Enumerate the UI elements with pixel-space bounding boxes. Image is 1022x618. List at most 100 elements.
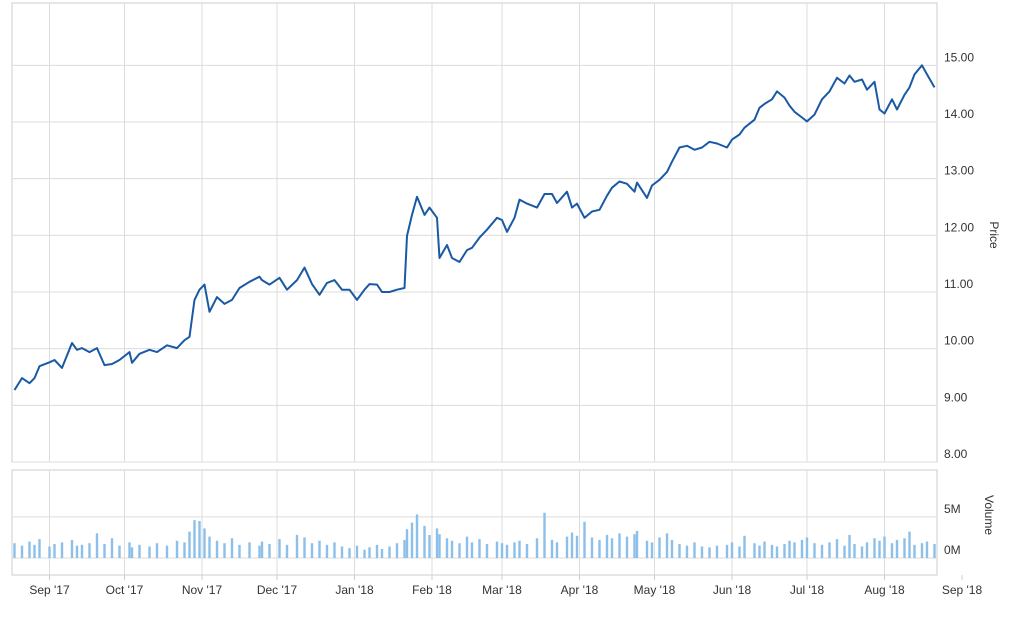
y-axis-label: Price: [987, 221, 1001, 249]
volume-bar: [423, 525, 426, 558]
volume-bar: [193, 520, 196, 558]
volume-bar: [555, 542, 559, 558]
volume-bar: [518, 540, 521, 558]
volume-bar: [318, 540, 321, 558]
volume-bar: [665, 533, 669, 558]
volume-bar: [165, 545, 169, 558]
volume-bar: [743, 535, 746, 558]
volume-bar: [388, 546, 391, 558]
volume-bar: [650, 542, 654, 558]
volume-bar: [118, 545, 121, 558]
y-tick-label: 13.00: [944, 164, 974, 178]
x-tick-label: Aug '18: [864, 583, 905, 597]
volume-bar: [325, 544, 329, 558]
volume-bar: [658, 537, 661, 558]
y-tick-label: 11.00: [944, 277, 973, 291]
volume-bar: [303, 537, 306, 558]
volume-bar: [903, 538, 906, 558]
volume-bar: [550, 539, 554, 558]
volume-bar: [700, 546, 704, 558]
y-tick-label: 14.00: [944, 107, 974, 121]
x-tick-label: Sep '18: [942, 583, 983, 597]
volume-bar: [340, 546, 344, 558]
volume-bar: [33, 544, 36, 558]
volume-bar: [348, 548, 351, 558]
volume-bar: [435, 528, 439, 558]
y-tick-label: 9.00: [944, 390, 968, 404]
volume-bar: [730, 542, 734, 558]
volume-bar: [805, 537, 809, 558]
volume-bar: [183, 542, 186, 558]
volume-bar: [363, 549, 366, 558]
volume-bar: [853, 544, 856, 558]
volume-bar: [920, 543, 924, 558]
volume-bar: [155, 543, 159, 558]
volume-bar: [788, 540, 791, 558]
volume-bar: [405, 529, 409, 558]
volume-bar: [223, 543, 226, 558]
volume-bar: [310, 543, 314, 558]
volume-bar: [495, 541, 499, 558]
volume-bar: [95, 533, 99, 558]
volume-bar: [835, 539, 839, 558]
volume-bar: [828, 542, 831, 558]
volume-bar: [908, 531, 911, 558]
x-tick-label: Jan '18: [335, 583, 374, 597]
volume-bar: [860, 546, 864, 558]
volume-bar: [878, 540, 881, 558]
volume-bar: [410, 522, 414, 558]
x-tick-label: Jun '18: [713, 583, 752, 597]
volume-bar: [355, 545, 359, 558]
volume-bar: [28, 541, 31, 558]
x-tick-label: May '18: [634, 583, 676, 597]
volume-bar: [110, 538, 114, 558]
volume-bar: [758, 545, 761, 558]
volume-bar: [793, 542, 796, 558]
volume-bar: [820, 544, 824, 558]
volume-bar: [590, 537, 594, 558]
volume-bar: [583, 521, 586, 558]
y-tick-label: 12.00: [944, 220, 974, 234]
volume-bar: [238, 544, 241, 558]
x-tick-label: Oct '17: [106, 583, 144, 597]
volume-bar: [258, 545, 261, 558]
volume-bar: [813, 543, 816, 558]
volume-bar: [208, 536, 211, 558]
volume-bar: [800, 539, 804, 558]
volume-bar: [295, 534, 299, 558]
volume-bar: [80, 544, 84, 558]
volume-bar: [890, 543, 894, 558]
volume-bar: [478, 539, 481, 558]
volume-bar: [75, 545, 79, 558]
volume-bar: [465, 536, 469, 558]
volume-bar: [565, 536, 569, 558]
volume-bar: [485, 544, 489, 558]
y-tick-label: 15.00: [944, 50, 974, 64]
volume-bar: [618, 533, 621, 558]
volume-bar: [513, 542, 516, 558]
volume-bar: [678, 544, 681, 558]
volume-bar: [285, 544, 289, 558]
volume-bar: [633, 534, 636, 558]
volume-bar: [598, 539, 601, 558]
volume-bar: [268, 544, 271, 558]
volume-bar: [138, 544, 141, 558]
volume-bar: [260, 541, 264, 558]
volume-bar: [843, 545, 846, 558]
volume-bar: [215, 540, 219, 558]
volume-bar: [415, 514, 419, 558]
volume-bar: [715, 545, 719, 558]
volume-bar: [128, 542, 131, 558]
volume-bar: [375, 544, 379, 558]
volume-bar: [505, 544, 509, 558]
volume-bar: [445, 538, 449, 558]
volume-bar: [770, 544, 774, 558]
volume-bar: [570, 532, 574, 558]
volume-bar: [428, 534, 431, 558]
volume-bar: [53, 544, 56, 558]
volume-bar: [148, 546, 151, 558]
volume-bar: [913, 544, 916, 558]
volume-bar: [535, 538, 539, 558]
volume-bar: [175, 540, 179, 558]
